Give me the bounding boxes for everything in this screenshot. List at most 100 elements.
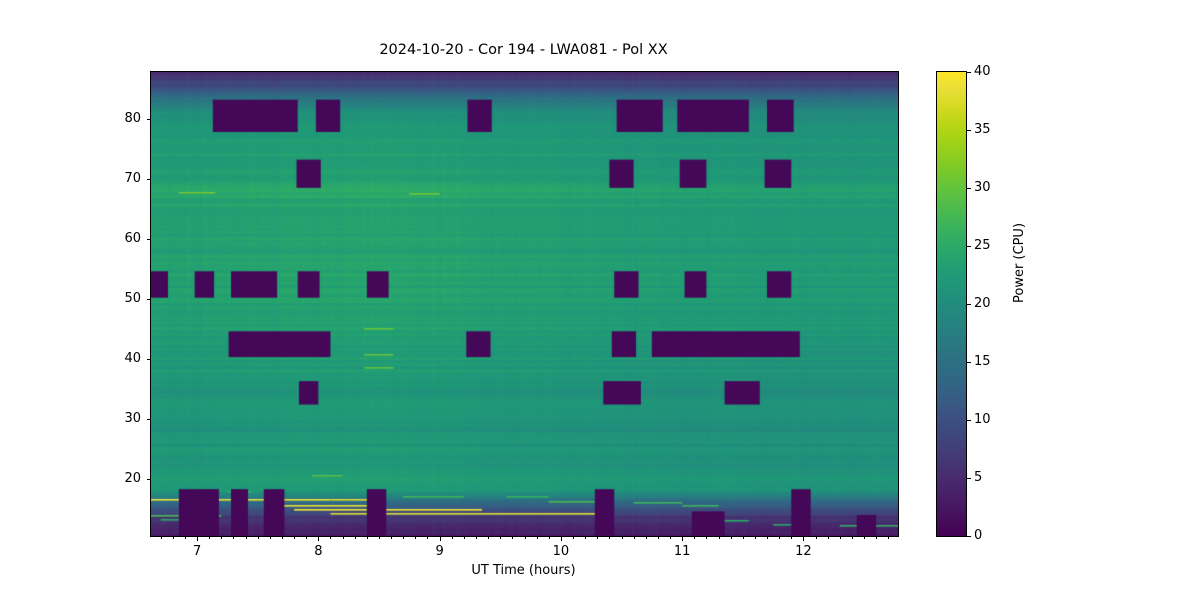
colorbar-tick-label: 15 [974,354,991,369]
y-tick-label: 40 [124,350,141,366]
x-minor-tick-mark [354,537,356,540]
y-tick-mark [147,238,151,240]
spectrogram-image[interactable] [151,72,898,536]
spectrogram-axes[interactable] [150,71,899,537]
x-minor-tick-mark [864,537,866,540]
colorbar-tick-mark [967,420,971,421]
x-tick-label: 10 [552,544,570,559]
colorbar-tick-mark [967,72,971,73]
x-minor-tick-mark [209,537,211,540]
x-minor-tick-mark [779,537,781,540]
x-minor-tick-mark [245,537,247,540]
x-tick-mark [560,537,562,541]
y-tick-mark [147,118,151,120]
x-minor-tick-mark [427,537,429,540]
x-tick-label: 8 [314,544,323,559]
x-minor-tick-mark [597,537,599,540]
x-minor-tick-mark [160,537,162,540]
colorbar-tick-mark [967,362,971,363]
colorbar-tick-label: 5 [974,470,983,485]
colorbar-tick-mark [967,246,971,247]
x-minor-tick-mark [488,537,490,540]
x-minor-tick-mark [378,537,380,540]
x-tick-mark [682,537,684,541]
colorbar-tick-label: 40 [974,64,991,79]
colorbar-tick-mark [967,536,971,537]
x-minor-tick-mark [269,537,271,540]
x-minor-tick-mark [791,537,793,540]
colorbar-tick-mark [967,130,971,131]
x-minor-tick-mark [718,537,720,540]
x-tick-label: 7 [192,544,202,559]
x-tick-label: 9 [435,544,444,559]
colorbar-tick-label: 0 [974,528,983,543]
x-minor-tick-mark [403,537,405,540]
x-tick-mark [318,537,320,541]
y-tick-label: 70 [124,170,141,186]
x-minor-tick-mark [294,537,296,540]
y-tick-mark [147,478,151,480]
x-minor-tick-mark [694,537,696,540]
y-tick-label: 80 [124,110,141,126]
x-minor-tick-mark [754,537,756,540]
x-minor-tick-mark [330,537,332,540]
x-minor-tick-mark [391,537,393,540]
y-tick-label: 30 [124,410,141,426]
colorbar-tick-label: 35 [974,122,991,137]
x-minor-tick-mark [609,537,611,540]
x-minor-tick-mark [767,537,769,540]
x-minor-tick-mark [573,537,574,540]
x-minor-tick-mark [548,537,550,540]
colorbar-tick-label: 20 [974,296,991,311]
colorbar-tick-mark [967,304,971,305]
colorbar-tick-label: 10 [974,412,991,427]
x-minor-tick-mark [451,537,453,540]
x-minor-tick-mark [257,537,259,540]
colorbar[interactable] [936,71,967,537]
x-minor-tick-mark [463,537,465,540]
page-title: 2024-10-20 - Cor 194 - LWA081 - Pol XX [379,42,668,58]
x-tick-mark [803,537,805,541]
x-tick-mark [197,537,199,541]
x-tick-label: 11 [673,544,691,559]
x-minor-tick-mark [645,537,647,540]
x-minor-tick-mark [839,537,841,540]
x-minor-tick-mark [742,537,744,540]
x-minor-tick-mark [475,537,477,540]
x-tick-mark [439,537,441,541]
x-minor-tick-mark [706,537,708,540]
x-tick-label: 12 [795,544,812,559]
x-minor-tick-mark [524,537,526,540]
x-minor-tick-mark [281,537,283,540]
x-minor-tick-mark [221,537,223,540]
colorbar-tick-mark [967,188,971,189]
x-minor-tick-mark [815,537,817,540]
x-minor-tick-mark [512,537,514,540]
x-minor-tick-mark [415,537,417,540]
colorbar-tick-label: 25 [974,238,991,253]
colorbar-gradient [937,72,966,536]
x-minor-tick-mark [851,537,853,540]
colorbar-label: Power (CPU) [1012,222,1027,303]
y-tick-label: 50 [124,290,141,306]
colorbar-tick-mark [967,478,971,479]
colorbar-tick-label: 30 [974,180,991,195]
x-minor-tick-mark [500,537,502,540]
x-minor-tick-mark [342,537,344,540]
x-minor-tick-mark [233,537,235,540]
y-tick-mark [147,358,151,360]
x-minor-tick-mark [633,537,635,540]
x-minor-tick-mark [621,537,623,540]
x-minor-tick-mark [306,537,308,540]
y-tick-mark [147,298,151,300]
x-minor-tick-mark [184,537,186,540]
x-minor-tick-mark [888,537,890,540]
y-tick-mark [147,178,151,180]
x-minor-tick-mark [876,537,878,540]
y-tick-label: 20 [124,470,141,486]
y-tick-label: 60 [124,230,141,246]
x-minor-tick-mark [730,537,732,540]
x-minor-tick-mark [657,537,659,540]
x-minor-tick-mark [670,537,672,540]
